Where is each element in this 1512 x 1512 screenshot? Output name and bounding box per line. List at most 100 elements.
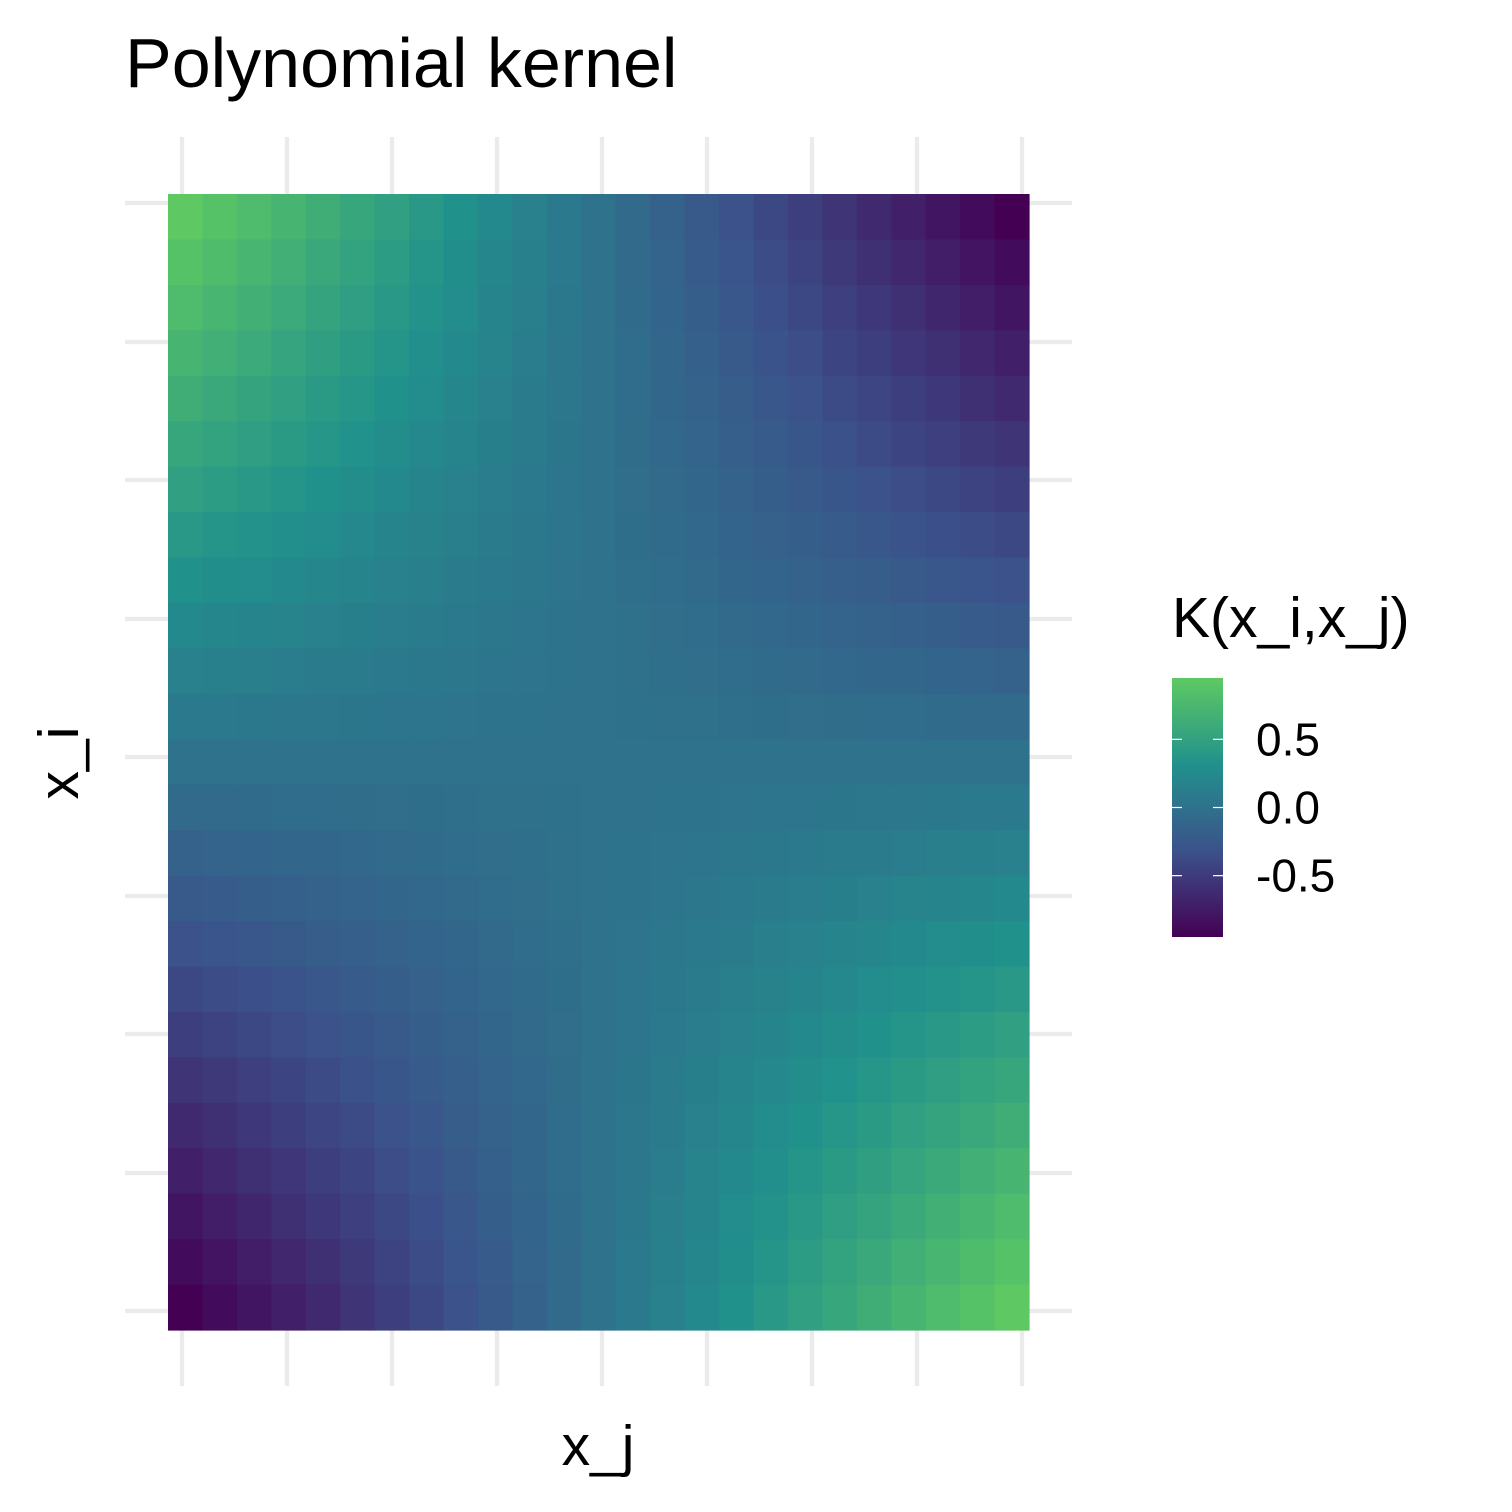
legend-title: K(x_i,x_j) (1172, 586, 1410, 650)
heatmap-cell (202, 1148, 238, 1195)
heatmap-cell (477, 875, 513, 922)
heatmap-cell (546, 1011, 582, 1058)
heatmap-cell (925, 739, 961, 786)
heatmap-cell (960, 875, 996, 922)
heatmap-cell (650, 830, 686, 877)
heatmap-cell (477, 1057, 513, 1104)
heatmap-cell (546, 330, 582, 377)
heatmap-cell (994, 1239, 1030, 1286)
heatmap-cell (374, 557, 410, 604)
heatmap-cell (787, 1148, 823, 1195)
heatmap-cell (443, 421, 479, 468)
heatmap-cell (374, 1057, 410, 1104)
heatmap-cell (409, 1102, 445, 1149)
heatmap-cell (581, 1102, 617, 1149)
heatmap-cell (719, 830, 755, 877)
heatmap-cell (202, 239, 238, 286)
heatmap-cell (891, 194, 927, 241)
heatmap-cell (236, 693, 272, 740)
heatmap-cell (581, 966, 617, 1013)
heatmap-cell (787, 466, 823, 513)
heatmap-cell (271, 648, 307, 695)
heatmap-cell (581, 194, 617, 241)
heatmap-cell (305, 966, 341, 1013)
heatmap-cell (891, 966, 927, 1013)
heatmap-cell (271, 375, 307, 422)
heatmap-cell (271, 739, 307, 786)
heatmap-cell (271, 239, 307, 286)
heatmap-cell (581, 421, 617, 468)
heatmap-cell (443, 830, 479, 877)
heatmap-cell (546, 966, 582, 1013)
heatmap-cell (409, 1057, 445, 1104)
heatmap-cell (546, 1102, 582, 1149)
heatmap-cell (615, 421, 651, 468)
heatmap-cell (787, 739, 823, 786)
heatmap-cell (409, 921, 445, 968)
heatmap-cell (856, 421, 892, 468)
heatmap-cell (925, 602, 961, 649)
heatmap-cell (443, 194, 479, 241)
heatmap-cell (546, 921, 582, 968)
heatmap-cell (787, 330, 823, 377)
heatmap-cell (822, 512, 858, 559)
heatmap-cell (581, 784, 617, 831)
heatmap-cell (822, 466, 858, 513)
heatmap-cell (994, 239, 1030, 286)
heatmap-cell (512, 875, 548, 922)
heatmap-cell (787, 1011, 823, 1058)
heatmap-cell (512, 1057, 548, 1104)
heatmap-cell (305, 557, 341, 604)
heatmap-cell (443, 284, 479, 331)
heatmap-cell (340, 1284, 376, 1331)
heatmap-cell (650, 1057, 686, 1104)
heatmap-cell (512, 421, 548, 468)
heatmap-cell (925, 1239, 961, 1286)
heatmap-cell (546, 1284, 582, 1331)
heatmap-cell (719, 1284, 755, 1331)
heatmap-cell (581, 648, 617, 695)
heatmap-cell (409, 648, 445, 695)
heatmap-cell (271, 194, 307, 241)
heatmap-cell (650, 284, 686, 331)
heatmap-cell (271, 557, 307, 604)
heatmap-cell (236, 602, 272, 649)
heatmap-cell (202, 1102, 238, 1149)
heatmap-cell (409, 194, 445, 241)
heatmap-cell (271, 466, 307, 513)
heatmap-cell (925, 1057, 961, 1104)
heatmap-cell (856, 1193, 892, 1240)
heatmap-cell (822, 1193, 858, 1240)
heatmap-cell (925, 648, 961, 695)
heatmap-cell (409, 330, 445, 377)
heatmap-cell (271, 875, 307, 922)
heatmap-cell (340, 1057, 376, 1104)
heatmap-cell (753, 875, 789, 922)
heatmap-cell (443, 1148, 479, 1195)
heatmap-cell (271, 1148, 307, 1195)
heatmap-cell (512, 466, 548, 513)
heatmap-cell (512, 1239, 548, 1286)
heatmap-cell (719, 284, 755, 331)
heatmap-cell (409, 557, 445, 604)
heatmap-cell (374, 693, 410, 740)
chart-title: Polynomial kernel (125, 24, 677, 102)
heatmap-cell (168, 1239, 204, 1286)
heatmap-cell (477, 557, 513, 604)
heatmap-cell (443, 1193, 479, 1240)
heatmap-cell (202, 602, 238, 649)
heatmap-cell (443, 875, 479, 922)
heatmap-cell (650, 693, 686, 740)
heatmap-cell (202, 194, 238, 241)
heatmap-cell (787, 1193, 823, 1240)
heatmap-cell (615, 1148, 651, 1195)
heatmap-cell (787, 1239, 823, 1286)
heatmap-cell (546, 1193, 582, 1240)
heatmap-cell (581, 1011, 617, 1058)
heatmap-cell (684, 284, 720, 331)
heatmap-cell (340, 466, 376, 513)
heatmap-cell (684, 1148, 720, 1195)
heatmap-cell (719, 739, 755, 786)
heatmap-cell (581, 466, 617, 513)
